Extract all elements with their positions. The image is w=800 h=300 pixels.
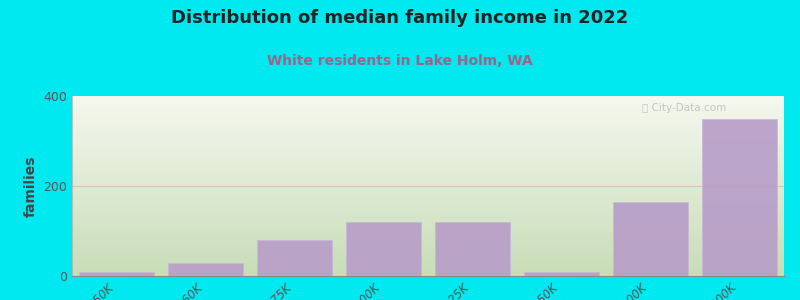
Text: White residents in Lake Holm, WA: White residents in Lake Holm, WA	[267, 54, 533, 68]
Y-axis label: families: families	[24, 155, 38, 217]
Bar	[524, 272, 599, 276]
Text: Ⓐ City-Data.com: Ⓐ City-Data.com	[642, 103, 726, 113]
Bar	[346, 222, 422, 276]
Bar	[78, 272, 154, 276]
Bar	[257, 240, 332, 276]
Bar	[613, 202, 688, 276]
Text: Distribution of median family income in 2022: Distribution of median family income in …	[171, 9, 629, 27]
Bar	[702, 118, 778, 276]
Bar	[168, 262, 243, 276]
Bar	[434, 222, 510, 276]
